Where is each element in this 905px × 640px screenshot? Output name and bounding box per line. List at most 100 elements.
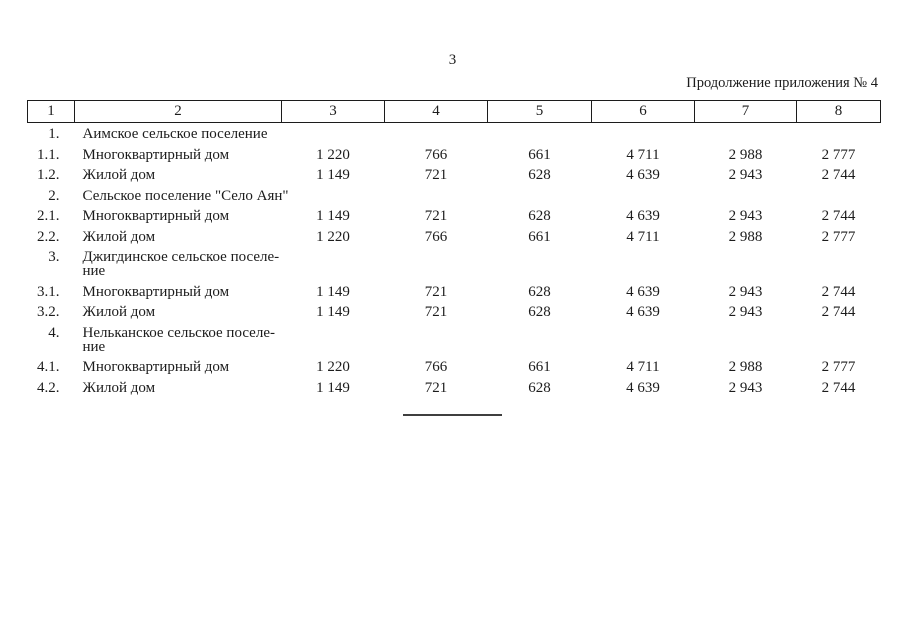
row-value-cell [592, 246, 695, 281]
row-value-cell: 4 639 [626, 379, 660, 396]
table-header-row: 1 2 3 4 5 6 7 8 [27, 100, 881, 123]
row-value-cell: 2 777 [821, 359, 856, 375]
table-row: 2.1. Многоквартирный дом 1 149 721 628 4 639 2… [28, 205, 881, 226]
row-number-cell: 2. [48, 187, 60, 204]
table-row: 4.2. Жилой дом 1 149 721 628 4 639 2 943 2 744 [28, 377, 881, 398]
row-value-cell: 661 [528, 228, 551, 245]
row-number-cell: 3.2. [37, 304, 60, 320]
row-value-cell [797, 123, 881, 144]
row-value-cell: 628 [528, 304, 551, 320]
row-name-cell: Жилой дом [82, 228, 156, 245]
row-name-cell: Жилой дом [82, 379, 156, 396]
row-value-cell: 2 943 [728, 167, 763, 183]
row-value-cell [282, 123, 385, 144]
row-value-cell: 721 [424, 304, 448, 320]
table-row: 2. Сельское поселение "Село Аян" [28, 185, 881, 206]
row-value-cell [797, 322, 881, 357]
row-value-cell: 1 220 [316, 228, 350, 245]
header-cell: 3 [281, 100, 385, 123]
row-value-cell: 721 [424, 379, 448, 396]
row-value-cell: 4 639 [626, 208, 660, 224]
row-value-cell [592, 123, 695, 144]
row-number-cell: 4. [48, 324, 60, 341]
row-value-cell: 661 [528, 359, 551, 375]
header-cell: 4 [384, 100, 488, 123]
row-value-cell: 1 220 [316, 359, 350, 375]
table-row: 1. Аимское сельское поселение [28, 123, 881, 144]
row-name-cell: Нельканское сельское поселе- ние [82, 324, 275, 355]
table-row: 1.1. Многоквартирный дом 1 220 766 661 4 711 2… [28, 144, 881, 165]
header-cell: 1 [27, 100, 75, 123]
row-name-cell: Жилой дом [82, 304, 156, 320]
row-value-cell [488, 322, 592, 357]
row-value-cell [488, 246, 592, 281]
row-value-cell: 2 777 [821, 146, 856, 163]
header-cell: 6 [591, 100, 695, 123]
row-value-cell [695, 246, 797, 281]
row-value-cell: 2 777 [821, 228, 856, 245]
row-value-cell [695, 185, 797, 206]
table-row: 1.2. Жилой дом 1 149 721 628 4 639 2 943 2 744 [28, 164, 881, 185]
row-value-cell [385, 246, 488, 281]
row-value-cell: 2 943 [728, 208, 763, 224]
row-name-cell: Многоквартирный дом [82, 283, 230, 300]
appendix-table: 1 2 3 4 5 6 7 8 1. Аимское сельское посел… [27, 100, 881, 397]
table-row: 2.2. Жилой дом 1 220 766 661 4 711 2 988 2 777 [28, 226, 881, 247]
row-value-cell: 628 [528, 167, 551, 183]
row-value-cell: 2 744 [821, 208, 856, 224]
row-value-cell [282, 185, 385, 206]
header-cell: 7 [694, 100, 797, 123]
row-value-cell [797, 185, 881, 206]
footnote-rule [403, 414, 502, 416]
row-number-cell: 3.1. [37, 283, 60, 300]
row-value-cell: 2 943 [728, 304, 763, 320]
row-value-cell: 2 744 [821, 283, 856, 300]
row-number-cell: 4.2. [37, 379, 60, 396]
row-value-cell: 721 [424, 208, 448, 224]
row-value-cell: 2 988 [728, 146, 763, 163]
header-cell: 2 [74, 100, 282, 123]
row-value-cell [695, 322, 797, 357]
row-value-cell: 2 988 [728, 228, 763, 245]
row-value-cell: 2 943 [728, 379, 763, 396]
table-body: 1. Аимское сельское поселение 1.1. Многоква… [28, 123, 881, 398]
row-name-cell: Многоквартирный дом [82, 359, 230, 375]
row-value-cell: 1 149 [316, 167, 350, 183]
row-number-cell: 2.2. [37, 228, 60, 245]
row-value-cell: 661 [528, 146, 551, 163]
row-name-cell: Многоквартирный дом [82, 146, 230, 163]
page-number: 3 [448, 52, 457, 68]
row-value-cell [592, 322, 695, 357]
row-value-cell: 766 [424, 359, 448, 375]
row-name-cell: Многоквартирный дом [82, 208, 230, 224]
row-value-cell: 628 [528, 208, 551, 224]
table-row: 3.2. Жилой дом 1 149 721 628 4 639 2 943 2 744 [28, 301, 881, 322]
row-value-cell [797, 246, 881, 281]
row-number-cell: 3. [48, 249, 60, 265]
row-number-cell: 1. [48, 126, 60, 142]
row-name-cell: Аимское сельское поселение [82, 126, 268, 142]
row-value-cell [488, 123, 592, 144]
row-value-cell: 1 149 [316, 208, 350, 224]
row-value-cell: 2 744 [821, 304, 856, 320]
row-value-cell: 1 149 [316, 379, 350, 396]
row-value-cell: 628 [528, 283, 551, 300]
table-row: 4. Нельканское сельское поселе- ние [28, 322, 881, 357]
row-value-cell: 766 [424, 228, 448, 245]
row-value-cell: 2 744 [821, 379, 856, 396]
row-value-cell [282, 322, 385, 357]
row-value-cell: 721 [424, 167, 448, 183]
row-value-cell [488, 185, 592, 206]
row-value-cell: 4 639 [626, 304, 660, 320]
row-value-cell: 1 220 [316, 146, 350, 163]
row-value-cell [282, 246, 385, 281]
table-row: 4.1. Многоквартирный дом 1 220 766 661 4 711 2… [28, 356, 881, 377]
row-value-cell: 628 [528, 379, 551, 396]
row-number-cell: 4.1. [37, 359, 60, 375]
row-value-cell: 721 [424, 283, 448, 300]
row-value-cell: 4 639 [626, 283, 660, 300]
row-value-cell: 766 [424, 146, 448, 163]
row-value-cell: 2 988 [728, 359, 763, 375]
row-value-cell: 4 711 [626, 146, 660, 163]
